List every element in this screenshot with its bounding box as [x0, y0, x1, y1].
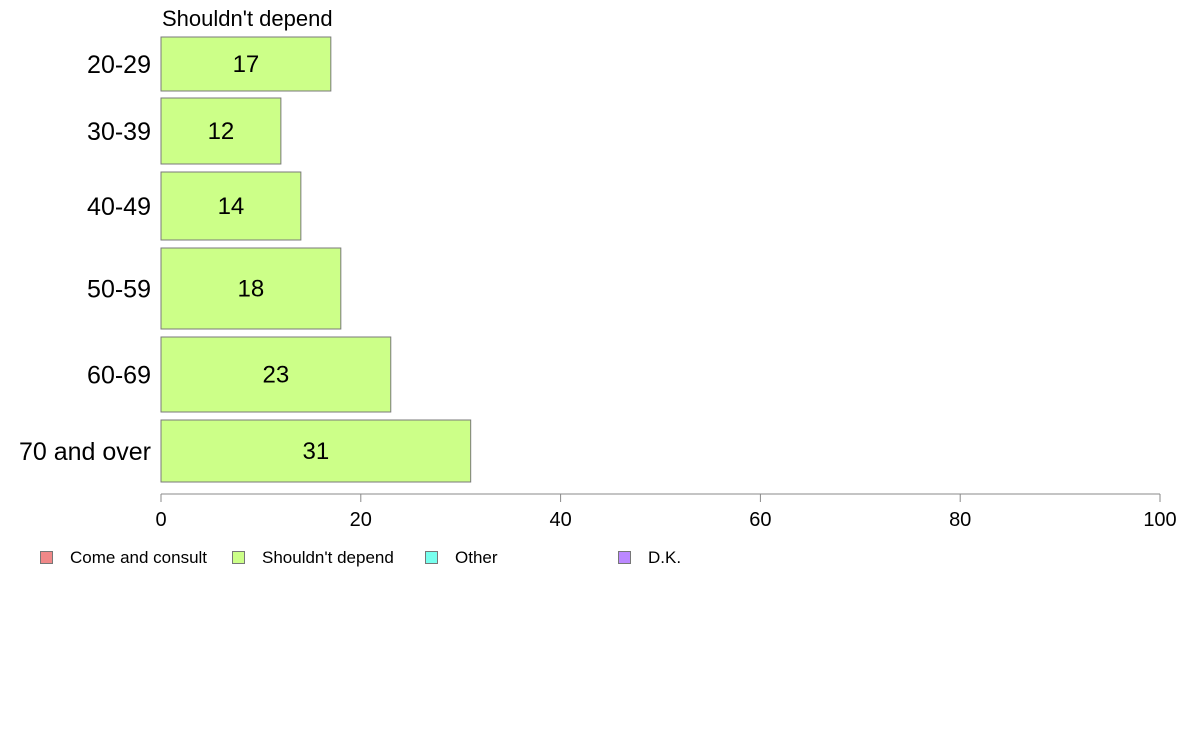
legend-label: D.K. — [648, 548, 682, 567]
category-label-20-29: 20-29 — [87, 51, 151, 79]
category-label-70-and-over: 70 and over — [19, 438, 151, 466]
data-label-30-39: 12 — [208, 118, 235, 145]
legend-swatch-shouldnt-depend — [232, 551, 245, 564]
category-label-30-39: 30-39 — [87, 118, 151, 146]
legend-label: Come and consult — [70, 548, 208, 567]
legend-swatch-dk — [618, 551, 631, 564]
x-tick-label-0: 0 — [155, 509, 166, 531]
x-tick-label-60: 60 — [749, 509, 771, 531]
x-tick-label-100: 100 — [1143, 509, 1176, 531]
legend-swatch-come-and-consult — [40, 551, 53, 564]
bar-20-29 — [160, 36, 332, 92]
data-label-20-29: 17 — [233, 51, 260, 78]
legend-label: Other — [455, 548, 498, 567]
data-label-70-and-over: 31 — [302, 438, 329, 465]
x-tick-label-40: 40 — [549, 509, 571, 531]
x-axis: 0 20 40 60 80 100 — [155, 493, 1177, 531]
legend-label: Shouldn't depend — [262, 548, 394, 567]
chart-title: Shouldn't depend — [162, 6, 333, 31]
x-tick-label-20: 20 — [350, 509, 372, 531]
category-label-40-49: 40-49 — [87, 193, 151, 221]
bar-40-49 — [160, 171, 302, 241]
bar-60-69 — [160, 336, 392, 413]
bar-30-39 — [160, 97, 282, 165]
category-label-50-59: 50-59 — [87, 276, 151, 304]
legend-swatch-other — [425, 551, 438, 564]
x-tick-label-80: 80 — [949, 509, 971, 531]
data-label-60-69: 23 — [263, 362, 290, 389]
bar-70-and-over — [160, 419, 472, 483]
bar-50-59 — [160, 247, 342, 330]
data-label-40-49: 14 — [218, 193, 245, 220]
data-label-50-59: 18 — [238, 276, 265, 303]
category-label-60-69: 60-69 — [87, 362, 151, 390]
bars-group: 17 20-29 12 30-39 14 40-49 18 50-59 23 60-69 31 70 … — [19, 36, 472, 483]
